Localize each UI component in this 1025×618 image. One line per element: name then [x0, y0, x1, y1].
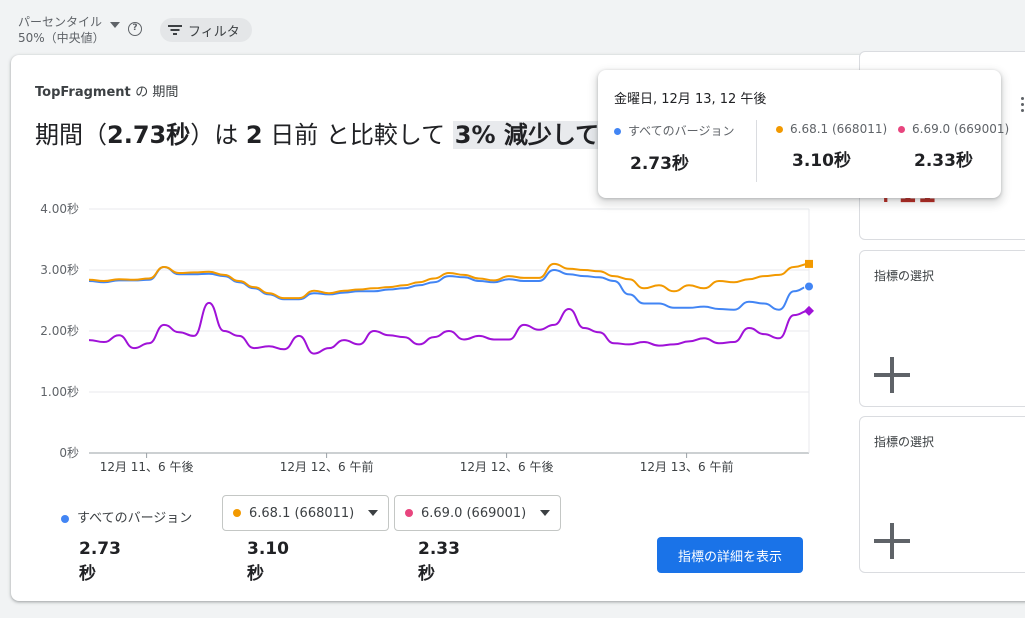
caret-down-icon[interactable] [110, 22, 120, 28]
tooltip-date: 金曜日, 12月 13, 12 午後 [614, 92, 767, 107]
metric-select-label: 指標の選択 [874, 435, 935, 449]
tooltip-item-all-versions: すべてのバージョン 2.73秒 [614, 122, 734, 174]
tooltip-name: すべてのバージョン [628, 124, 735, 138]
subtitle-rest: の 期間 [135, 85, 179, 100]
duration-line-chart[interactable]: 4.00秒 3.00秒 2.00秒 1.00秒 0秒 12月 11、6 午後 12月 12、… [33, 197, 833, 487]
series-marker-0 [804, 281, 814, 292]
tooltip-dot [614, 128, 621, 135]
legend-dot [405, 509, 413, 517]
metric-select-label: 指標の選択 [874, 269, 935, 283]
chart-tooltip: 金曜日, 12月 13, 12 午後 すべてのバージョン 2.73秒 6.68.… [598, 70, 1009, 198]
x-tick-label: 12月 11、6 午後 [100, 460, 194, 474]
legend-value-version-2: 2.33秒 [418, 539, 460, 584]
headline-change: 3% 減少して [452, 121, 602, 149]
add-icon[interactable] [874, 357, 910, 393]
metric-select-card-1[interactable]: 指標の選択 [859, 250, 1025, 407]
caret-down-icon [368, 510, 379, 516]
tooltip-item-version-1: 6.68.1 (668011) 3.10秒 [776, 122, 887, 171]
legend-value-all-versions: 2.73秒 [79, 539, 121, 584]
x-tick-label: 12月 12、6 午後 [460, 460, 554, 474]
card-subtitle: TopFragment の 期間 [35, 81, 178, 100]
percentile-value: 50%（中央値） [18, 31, 105, 45]
tooltip-dot [898, 126, 905, 133]
help-icon[interactable]: ? [128, 22, 142, 36]
legend-dot [61, 514, 69, 523]
y-tick-label: 3.00秒 [40, 263, 79, 277]
more-options-icon[interactable] [1021, 97, 1024, 115]
tooltip-item-version-2: 6.69.0 (669001) 2.33秒 [898, 122, 1009, 171]
legend-name: 6.69.0 (669001) [421, 505, 527, 521]
caret-down-icon [540, 510, 551, 516]
tooltip-dot [776, 126, 783, 133]
legend-item-all-versions: すべてのバージョン [61, 507, 192, 526]
headline-pre: 期間（ [35, 121, 107, 149]
tooltip-value: 2.33秒 [914, 151, 973, 171]
headline: 期間（2.73秒）は 2 日前 と比較して 3% 減少して [35, 115, 602, 150]
filter-label: フィルタ [188, 24, 240, 40]
version-dropdown-2[interactable]: 6.69.0 (669001) [394, 495, 562, 531]
x-tick-label: 12月 12、6 午前 [280, 459, 374, 474]
legend-name: すべてのバージョン [77, 511, 193, 526]
series-marker-1 [805, 259, 813, 268]
tooltip-value: 2.73秒 [630, 154, 689, 174]
filter-icon [168, 25, 182, 35]
headline-mid: ）は [190, 121, 239, 149]
version-dropdown-1[interactable]: 6.68.1 (668011) [222, 495, 390, 531]
metric-select-card-2[interactable]: 指標の選択 [859, 416, 1025, 573]
legend-dot [233, 509, 241, 517]
series-line-1 [88, 262, 810, 300]
series-marker-2 [804, 305, 814, 316]
y-tick-label: 0秒 [59, 446, 79, 460]
tooltip-value: 3.10秒 [792, 151, 851, 171]
x-tick-label: 12月 13、6 午前 [640, 459, 734, 474]
add-icon[interactable] [874, 523, 910, 559]
legend-name: 6.68.1 (668011) [249, 505, 355, 521]
percentile-label: パーセンタイル [18, 15, 103, 29]
headline-mid2: 日前 と比較して [270, 121, 446, 149]
view-metric-details-button[interactable]: 指標の詳細を表示 [657, 537, 803, 573]
fragment-name: TopFragment [35, 85, 131, 100]
series-line-2 [88, 301, 810, 355]
y-tick-label: 2.00秒 [40, 324, 79, 338]
headline-value: 2.73秒 [107, 121, 191, 149]
top-toolbar: パーセンタイル 50%（中央値） ? フィルタ [0, 0, 1025, 54]
tooltip-divider [756, 120, 757, 182]
series-line-0 [88, 265, 810, 311]
y-tick-label: 4.00秒 [40, 202, 79, 216]
headline-days: 2 [245, 121, 263, 149]
tooltip-name: 6.69.0 (669001) [912, 122, 1010, 136]
y-tick-label: 1.00秒 [40, 385, 79, 399]
percentile-selector[interactable]: パーセンタイル 50%（中央値） [18, 14, 105, 46]
filter-button[interactable]: フィルタ [160, 18, 252, 42]
legend-value-version-1: 3.10秒 [247, 539, 289, 584]
tooltip-name: 6.68.1 (668011) [790, 122, 888, 136]
